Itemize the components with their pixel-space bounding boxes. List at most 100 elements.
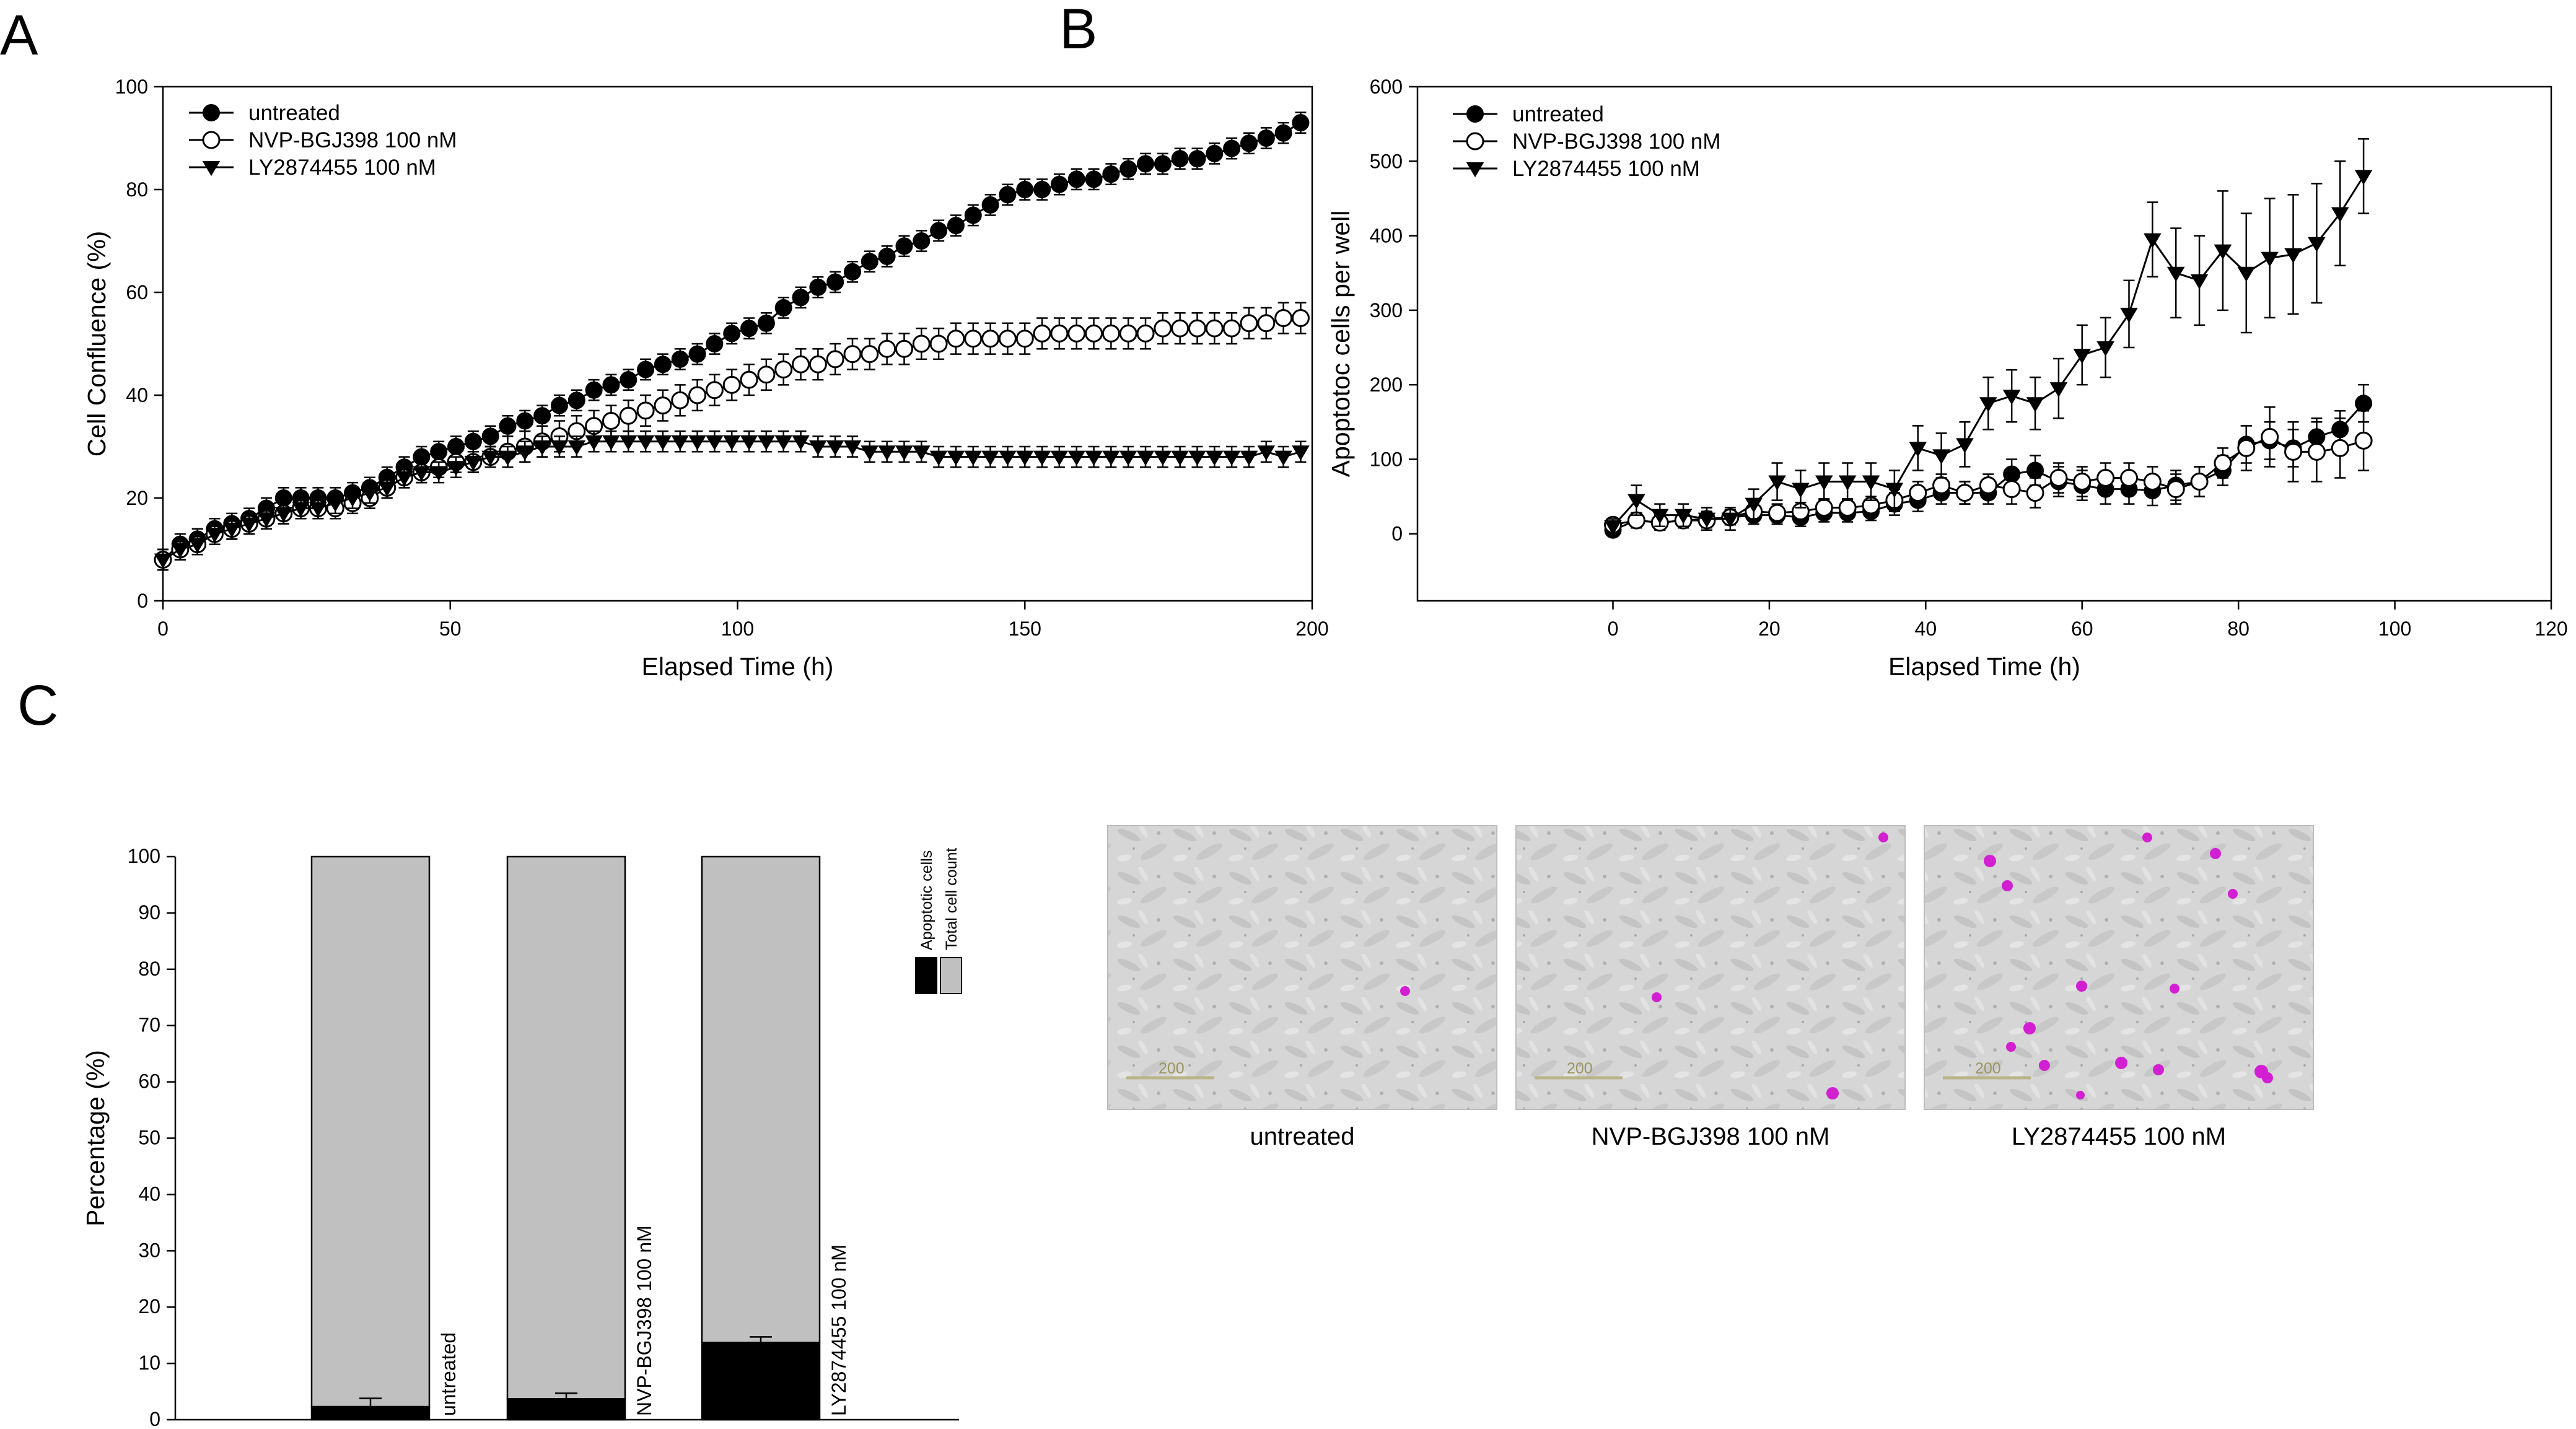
data-point	[843, 440, 862, 456]
data-point	[964, 450, 983, 466]
data-point	[2237, 439, 2256, 457]
apoptotic-cell	[1652, 992, 1662, 1002]
data-point	[2354, 170, 2373, 185]
data-point	[1119, 450, 1137, 466]
data-point	[1885, 483, 1904, 498]
micrograph-caption-ly: LY2874455 100 nM	[2012, 1123, 2226, 1150]
data-point	[188, 538, 206, 553]
data-point	[2073, 349, 2092, 364]
x-tick-label: 150	[1009, 618, 1041, 640]
data-point	[654, 435, 672, 450]
chart-b: 0 20 40 60 80 100 120 0 100 200 300 400 500 600 Elapse…	[1326, 76, 2568, 681]
apoptotic-cell	[2039, 1060, 2050, 1071]
apoptotic-cell	[1984, 855, 1996, 867]
data-point	[2284, 442, 2303, 461]
data-point	[1274, 124, 1292, 142]
data-point	[2261, 427, 2279, 446]
data-point	[1154, 155, 1172, 173]
bar-total-cell-count	[506, 855, 626, 1400]
data-point	[1015, 450, 1034, 466]
apoptotic-cell	[2153, 1064, 2164, 1075]
apoptotic-cell	[2023, 1022, 2036, 1034]
scale-bar: 200	[1943, 1060, 2031, 1080]
data-point	[878, 339, 896, 358]
data-point	[1188, 150, 1206, 168]
data-point	[1137, 155, 1155, 173]
apoptotic-cell	[2006, 1042, 2016, 1052]
data-point	[981, 330, 1000, 348]
data-point	[688, 386, 707, 404]
data-point	[2190, 473, 2209, 491]
series-ly2874455-100-nm	[154, 430, 1310, 571]
data-point	[1015, 330, 1034, 348]
data-point	[1136, 450, 1155, 466]
legend-label: LY2874455 100 nM	[1512, 157, 1700, 181]
scale-bar-label: 200	[1159, 1060, 1185, 1077]
data-point	[671, 350, 689, 368]
y-tick-label: 100	[115, 76, 148, 98]
data-point	[2308, 237, 2326, 252]
data-point	[722, 375, 741, 394]
legend-label: NVP-BGJ398 100 nM	[248, 128, 457, 152]
data-point	[1119, 324, 1137, 343]
x-tick-label: 20	[1758, 618, 1781, 640]
data-point	[947, 217, 965, 235]
data-point	[2166, 480, 2185, 499]
data-point	[981, 450, 999, 466]
y-tick-label: 70	[138, 1014, 160, 1036]
data-point	[292, 502, 310, 517]
data-point	[585, 381, 603, 399]
data-point	[171, 543, 190, 559]
data-point	[1016, 181, 1034, 198]
data-point	[1274, 450, 1292, 466]
data-point	[1033, 450, 1051, 466]
apoptotic-cell	[2002, 880, 2013, 891]
series-untreated	[154, 111, 1310, 571]
y-tick-label: 100	[128, 845, 160, 867]
data-point	[1222, 319, 1241, 338]
y-tick-label: 60	[138, 1070, 160, 1093]
legend-marker	[202, 131, 221, 149]
data-point	[740, 435, 758, 450]
data-point	[1154, 319, 1172, 338]
bar-apoptotic-cells	[701, 1342, 821, 1421]
data-point	[1085, 450, 1103, 466]
data-point	[2120, 307, 2138, 323]
data-point	[1206, 450, 1224, 466]
x-tick-label: 0	[1608, 618, 1619, 640]
apoptotic-cell	[2210, 848, 2221, 859]
legend-label: Apoptotic cells	[918, 850, 935, 950]
data-point	[1292, 114, 1310, 132]
data-point	[1171, 450, 1189, 466]
data-point	[1257, 314, 1276, 333]
data-point	[499, 417, 517, 435]
data-point	[1291, 309, 1310, 327]
data-point	[1674, 509, 1693, 524]
data-point	[533, 440, 551, 456]
data-point	[2190, 274, 2209, 290]
data-point	[740, 370, 758, 389]
data-point	[688, 345, 706, 363]
data-point	[585, 435, 603, 450]
legend-marker	[202, 160, 221, 177]
data-point	[1085, 324, 1103, 343]
data-point	[2119, 469, 2138, 487]
data-point	[723, 325, 741, 343]
data-point	[1862, 475, 1880, 491]
data-point	[361, 486, 379, 502]
data-point	[809, 440, 827, 456]
data-point	[567, 440, 586, 456]
y-tick-label: 80	[138, 958, 160, 980]
x-tick-label: 100	[721, 618, 754, 640]
data-point	[1050, 450, 1069, 466]
legend-swatch-total	[940, 957, 962, 994]
data-point	[2096, 469, 2115, 487]
legend-swatch-apoptotic	[915, 957, 937, 994]
data-point	[1067, 324, 1086, 343]
data-point	[1932, 476, 1951, 495]
data-point	[240, 517, 258, 533]
data-point	[2307, 442, 2326, 461]
data-point	[1240, 314, 1258, 333]
data-point	[1188, 450, 1206, 466]
data-point	[481, 427, 499, 445]
